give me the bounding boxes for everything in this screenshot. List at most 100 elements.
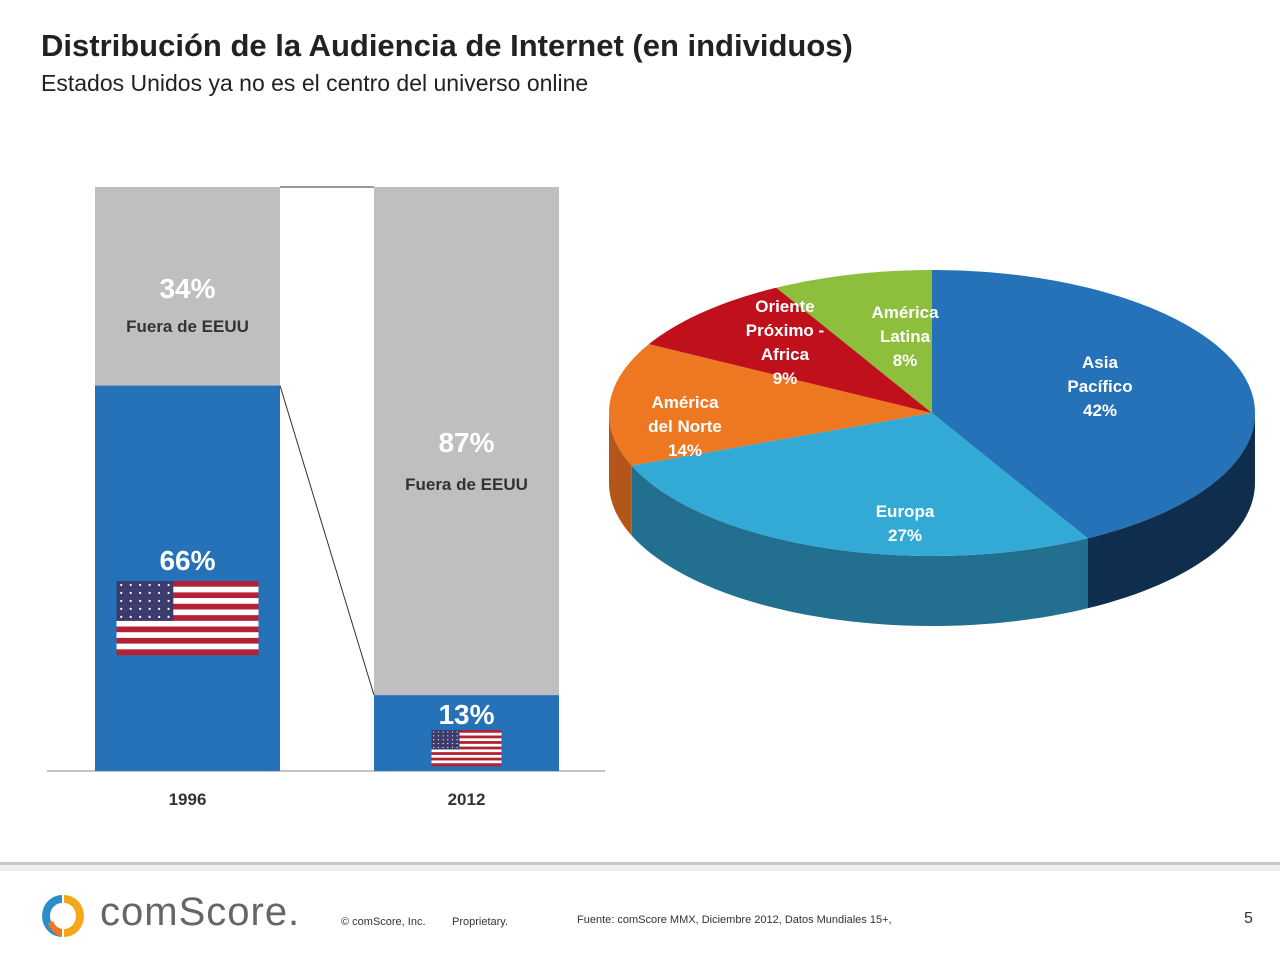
flag-star [442,746,444,749]
flag-stripe [431,763,502,767]
pie-slice-Asia Pacífico [932,270,1255,539]
data-label-us: 66% [159,545,215,576]
pie-slice-Europa [631,413,1088,556]
page-number: 5 [1244,910,1253,927]
pie-label-pct: 14% [668,441,702,460]
flag-canton [431,730,460,750]
flag-star [433,735,435,737]
flag-star [437,735,440,737]
flag-star [158,599,161,603]
flag-stripe [431,730,502,734]
footer-divider [0,862,1280,865]
flag-star [139,615,142,618]
flag-stripe [116,603,259,610]
flag-star [158,615,161,618]
flag-star [167,615,170,618]
flag-star [437,746,440,749]
flag-stripe [116,586,259,593]
pie-label-pct: 27% [888,526,922,545]
flag-star [433,731,435,733]
pie-label-name: Oriente [755,297,815,316]
x-tick-label: 2012 [448,790,486,809]
flag-star [456,742,458,745]
flag-star [167,607,170,610]
flag-star [447,746,449,749]
comscore-logo: comScore. [100,890,301,934]
flag-stripe [116,615,259,622]
us-flag-icon [116,581,259,656]
pie-label-name: del Norte [648,417,722,436]
footer-band [0,865,1280,871]
flag-star [139,583,142,587]
flag-star [451,746,454,749]
pie-label-name: Pacífico [1067,377,1132,396]
chart-canvas: 1996 34% Fuera de EEUU 66% 2012 87% Fuera de E… [47,186,1255,809]
flag-star [139,591,142,595]
flag-stripe [431,746,502,750]
pie-slice-América Latina [776,270,932,413]
flag-star [129,591,132,595]
flag-stripe [116,626,259,633]
pie-label-name: Asia [1082,353,1118,372]
segment-label: Fuera de EEUU [405,475,528,494]
flag-star [167,583,170,587]
flag-star [437,742,440,745]
flag-star [167,591,170,595]
flag-star [129,599,132,603]
flag-star [437,731,440,733]
bar-outside-1996 [95,187,280,386]
flag-star [447,735,449,737]
flag-star [442,739,444,741]
pie-label-name: América [871,303,939,322]
flag-stripe [431,757,502,761]
flag-star [456,731,458,733]
flag-star [120,583,123,587]
flag-stripe [431,752,502,756]
flag-star [456,735,458,737]
flag-star [158,591,161,595]
connector-us [279,385,375,696]
pie-label-pct: 8% [893,351,918,370]
flag-star [129,583,132,587]
flag-star [433,746,435,749]
pie-side-América del Norte [609,413,632,536]
bar-outside-2012 [374,187,559,696]
flag-stripe [116,649,259,656]
us-flag-icon [431,730,502,767]
pie-side-Europa [631,465,1088,626]
flag-star [433,739,435,741]
data-label-outside: 34% [159,273,215,304]
proprietary: Proprietary. [452,916,509,928]
flag-star [120,591,123,595]
flag-star [451,739,454,741]
pie-side-Asia Pacífico [1087,413,1255,609]
flag-star [148,599,151,603]
flag-star [437,739,440,741]
flag-star [129,615,132,618]
flag-star [148,615,151,618]
flag-stripe [116,620,259,627]
flag-star [451,742,454,745]
flag-stripe [116,643,259,650]
pie-label-pct: 9% [773,369,798,388]
flag-star [158,607,161,610]
x-tick-label: 1996 [169,790,207,809]
source-note: Fuente: comScore MMX, Diciembre 2012, Da… [577,914,892,926]
flag-stripe [116,598,259,605]
flag-star [120,599,123,603]
flag-stripe [431,732,502,736]
pie-label-name: Africa [761,345,810,364]
flag-star [433,742,435,745]
flag-star [442,735,444,737]
comscore-logo-icon [42,895,84,937]
flag-stripe [431,749,502,753]
flag-stripe [116,581,259,587]
pie-label-pct: 42% [1083,401,1117,420]
data-label-outside: 87% [438,427,494,458]
pie-label-name: América [651,393,719,412]
flag-stripe [116,637,259,644]
data-label-us: 13% [438,699,494,730]
flag-star [148,591,151,595]
flag-stripe [431,760,502,764]
flag-star [148,607,151,610]
